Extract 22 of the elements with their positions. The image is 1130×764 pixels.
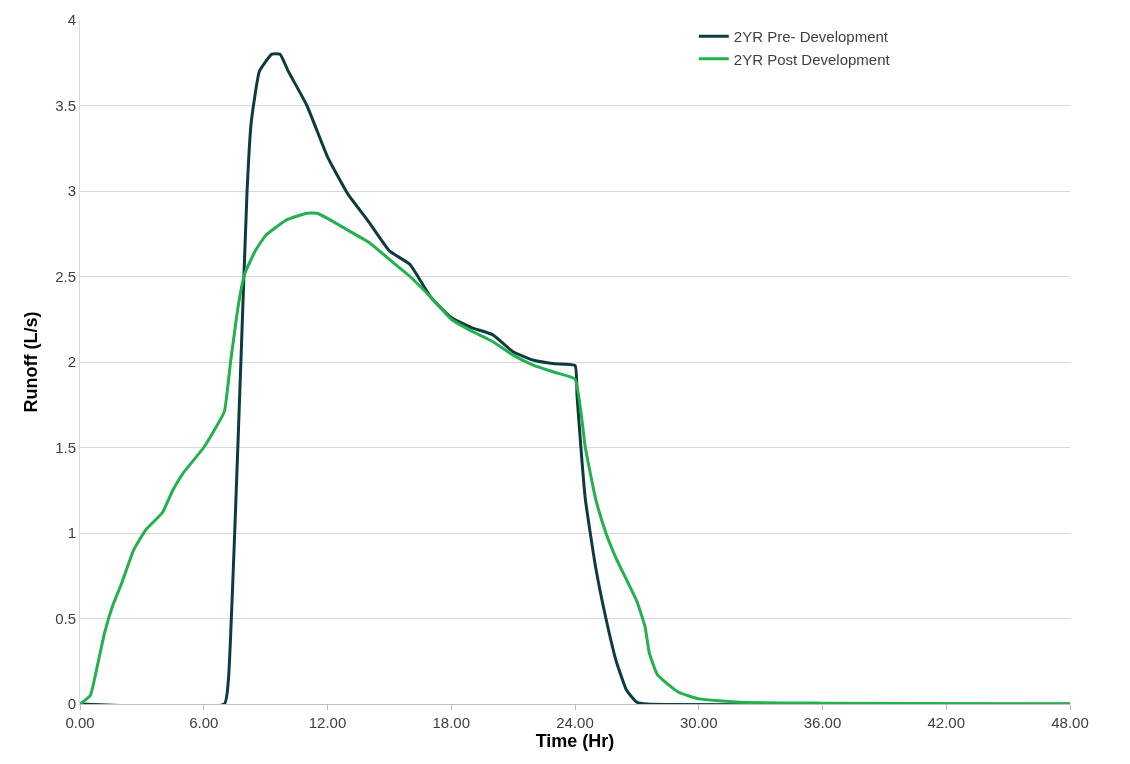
y-tick-label: 3.5: [55, 96, 76, 114]
y-tick-label: 3: [67, 182, 76, 200]
x-tick-label: 42.00: [927, 714, 966, 731]
x-tick-label: 18.00: [432, 714, 471, 731]
x-axis-title: Time (Hr): [535, 731, 615, 751]
x-tick-label: 12.00: [308, 714, 347, 731]
y-tick-label: 0.5: [55, 609, 76, 627]
y-tick-label: 0: [67, 695, 76, 713]
y-axis-title: Runoff (L/s): [21, 311, 42, 413]
y-tick-label: 2: [67, 353, 76, 371]
legend-label: 2YR Pre- Development: [733, 28, 889, 46]
x-tick-label: 48.00: [1051, 714, 1089, 731]
y-tick-label: 1.5: [55, 438, 76, 456]
y-tick-label: 4: [67, 11, 76, 29]
x-tick-label: 30.00: [679, 714, 718, 731]
y-tick-label: 1: [67, 524, 76, 542]
x-tick-label: 6.00: [189, 714, 219, 731]
x-tick-label: 0.00: [65, 714, 95, 731]
legend-label: 2YR Post Development: [733, 50, 891, 68]
x-tick-label: 36.00: [803, 714, 842, 731]
y-tick-label: 2.5: [55, 267, 76, 285]
x-tick-label: 24.00: [556, 714, 594, 731]
